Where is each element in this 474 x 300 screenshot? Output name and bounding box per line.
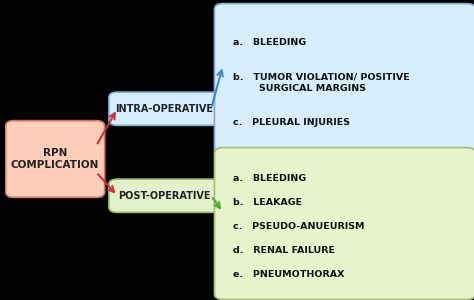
FancyBboxPatch shape <box>6 121 105 197</box>
Text: a.   BLEEDING: a. BLEEDING <box>233 174 307 183</box>
Text: INTRA-OPERATIVE: INTRA-OPERATIVE <box>115 104 213 114</box>
Text: c.   PLEURAL INJURIES: c. PLEURAL INJURIES <box>233 118 350 127</box>
FancyBboxPatch shape <box>109 179 219 212</box>
Text: e.   PNEUMOTHORAX: e. PNEUMOTHORAX <box>233 270 345 279</box>
Text: b.   TUMOR VIOLATION/ POSITIVE
        SURGICAL MARGINS: b. TUMOR VIOLATION/ POSITIVE SURGICAL MA… <box>233 72 410 92</box>
FancyBboxPatch shape <box>214 148 474 299</box>
FancyBboxPatch shape <box>214 4 474 155</box>
FancyBboxPatch shape <box>109 92 219 125</box>
Text: a.   BLEEDING: a. BLEEDING <box>233 38 307 47</box>
Text: b.   LEAKAGE: b. LEAKAGE <box>233 198 302 207</box>
Text: d.   RENAL FAILURE: d. RENAL FAILURE <box>233 246 335 255</box>
Text: POST-OPERATIVE: POST-OPERATIVE <box>118 191 210 201</box>
Text: c.   PSEUDO-ANUEURISM: c. PSEUDO-ANUEURISM <box>233 222 365 231</box>
Text: RPN
COMPLICATION: RPN COMPLICATION <box>11 148 100 170</box>
